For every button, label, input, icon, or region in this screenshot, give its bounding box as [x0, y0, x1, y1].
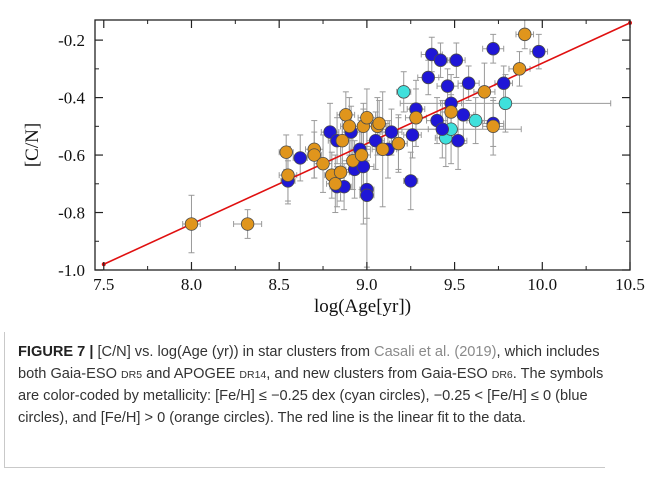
orange-point — [372, 116, 386, 131]
orange-point — [512, 62, 527, 76]
x-tick-label: 10.5 — [615, 275, 645, 294]
orange-point — [444, 105, 458, 119]
blue-point — [433, 53, 448, 67]
caption-dr5: DR5 — [121, 368, 143, 381]
orange-point — [477, 85, 492, 99]
y-tick-label: -1.0 — [58, 261, 85, 280]
caption-text-2: , which includes both Gaia-ESO — [18, 344, 600, 382]
caption-text-5: . The symbols are color-coded by metalli… — [18, 365, 604, 426]
orange-point — [409, 111, 423, 125]
y-axis-title: [C/N] — [22, 123, 43, 167]
orange-point — [307, 148, 321, 162]
y-tick-label: -0.2 — [58, 31, 85, 50]
orange-point — [316, 156, 330, 171]
orange-point — [328, 177, 343, 191]
blue-point — [435, 122, 450, 136]
orange-point — [281, 168, 295, 182]
y-tick-label: -0.6 — [58, 146, 85, 165]
blue-point — [497, 76, 511, 90]
blue-point — [404, 174, 418, 188]
caption-dr6: DR6 — [491, 368, 513, 381]
caption-box — [4, 332, 605, 468]
blue-point — [486, 42, 500, 56]
figure-label: FIGURE 7 | — [18, 344, 94, 360]
orange-point — [339, 108, 353, 122]
caption-text-3: and APOGEE — [142, 365, 240, 382]
x-tick-label: 8.0 — [181, 275, 202, 294]
plot-frame — [94, 19, 631, 271]
orange-point — [240, 217, 255, 231]
blue-point — [461, 76, 476, 90]
axis-ticks — [95, 20, 631, 271]
orange-point — [391, 136, 406, 151]
scatter-plot: 7.5 8.0 8.5 9.0 9.5 10.0 10.5 -1.0 -0.8 -0.6 -0.4… — [22, 19, 645, 317]
orange-point — [335, 133, 350, 148]
blue-point — [421, 70, 435, 85]
orange-point — [333, 165, 348, 179]
orange-point — [360, 111, 374, 125]
y-tick-label: -0.8 — [58, 204, 85, 223]
blue-point — [440, 79, 455, 93]
x-tick-label: 7.5 — [93, 275, 114, 294]
y-tick-label: -0.4 — [58, 89, 85, 108]
x-tick-label: 10.0 — [527, 275, 557, 294]
orange-point — [354, 148, 369, 162]
blue-point — [293, 151, 307, 165]
orange-point — [279, 145, 293, 159]
cyan-point — [397, 85, 411, 99]
blue-point — [532, 44, 546, 59]
figure-caption: FIGURE 7 | [C/N] vs. log(Age (yr)) in st… — [18, 342, 608, 429]
x-axis-title: log(Age[yr]) — [314, 296, 411, 317]
x-tick-label: 9.0 — [356, 275, 377, 294]
x-tick-label: 9.5 — [444, 275, 465, 294]
blue-point — [449, 53, 464, 67]
blue-point — [456, 108, 471, 122]
orange-point — [375, 142, 390, 157]
blue-point — [384, 125, 399, 139]
orange-point — [342, 119, 357, 134]
orange-point — [518, 27, 532, 42]
cyan-point — [498, 96, 513, 111]
orange-point — [184, 217, 199, 231]
caption-text-1: [C/N] vs. log(Age (yr)) in star clusters… — [93, 344, 375, 360]
caption-dr14: DR14 — [239, 368, 267, 381]
citation-link[interactable]: Casali et al. (2019) — [374, 344, 497, 360]
data-points — [184, 27, 546, 231]
blue-point — [405, 128, 420, 142]
x-tick-label: 8.5 — [269, 275, 290, 294]
blue-point — [360, 188, 374, 202]
orange-point — [486, 119, 500, 134]
cyan-point — [468, 113, 483, 128]
caption-text-4: , and new clusters from Gaia-ESO — [266, 365, 492, 382]
y-tick-labels: -1.0 -0.8 -0.6 -0.4 -0.2 — [58, 31, 85, 280]
x-tick-labels: 7.5 8.0 8.5 9.0 9.5 10.0 10.5 — [93, 275, 645, 294]
error-bar — [482, 33, 505, 64]
blue-point — [451, 133, 465, 148]
